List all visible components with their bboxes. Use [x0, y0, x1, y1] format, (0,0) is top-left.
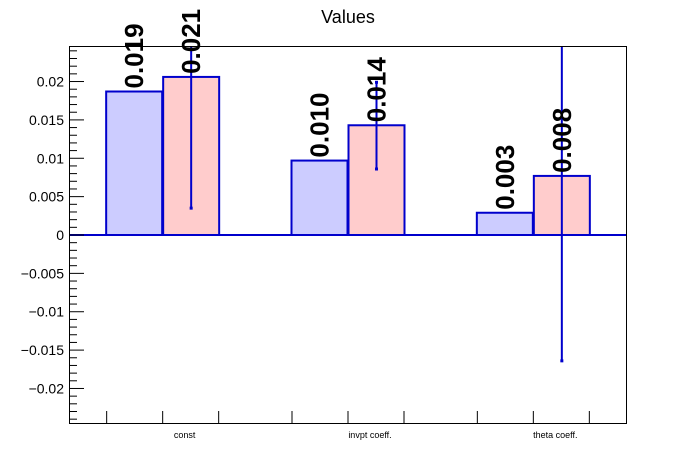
y-tick-label: 0.005	[29, 189, 64, 205]
data-label-series1-2: 0.003	[490, 145, 520, 210]
error-bars-layer	[189, 47, 564, 363]
data-label-series1-1: 0.010	[305, 92, 335, 157]
bar-series1-0	[105, 90, 164, 236]
bar-series1-1	[290, 159, 349, 237]
y-tick-label: −0.015	[21, 342, 64, 358]
y-tick-label: −0.01	[29, 304, 65, 320]
data-label-series1-0: 0.019	[119, 23, 149, 88]
y-tick-label: 0.02	[37, 74, 64, 90]
error-cap-low-series2-0	[189, 206, 193, 210]
data-label-series2-0: 0.021	[176, 9, 206, 74]
y-tick-label: 0.01	[37, 150, 64, 166]
x-category-label: const	[174, 430, 196, 440]
bar-series1-2	[475, 211, 534, 236]
data-label-series2-1: 0.014	[362, 57, 392, 123]
y-tick-label: 0	[56, 227, 64, 243]
axis-layer: −0.02 −0.015 −0.01 −0.005 0 0.005 0.01 0.015 0.0…	[21, 50, 626, 440]
error-cap-high-series2-1	[375, 80, 378, 84]
data-labels-layer: 0.019 0.010 0.003 0.021 0.014 0.008	[119, 9, 577, 210]
x-category-label: theta coeff.	[533, 430, 577, 440]
y-tick-label: −0.02	[29, 380, 65, 396]
error-cap-low-series2-2	[560, 359, 564, 363]
data-label-series2-2: 0.008	[547, 108, 577, 173]
error-cap-low-series2-1	[375, 167, 378, 171]
chart-title: Values	[321, 7, 375, 27]
y-tick-label: −0.005	[21, 265, 64, 281]
plot-frame	[69, 46, 627, 424]
y-tick-label: 0.015	[29, 112, 64, 128]
x-category-label: invpt coeff.	[348, 430, 391, 440]
